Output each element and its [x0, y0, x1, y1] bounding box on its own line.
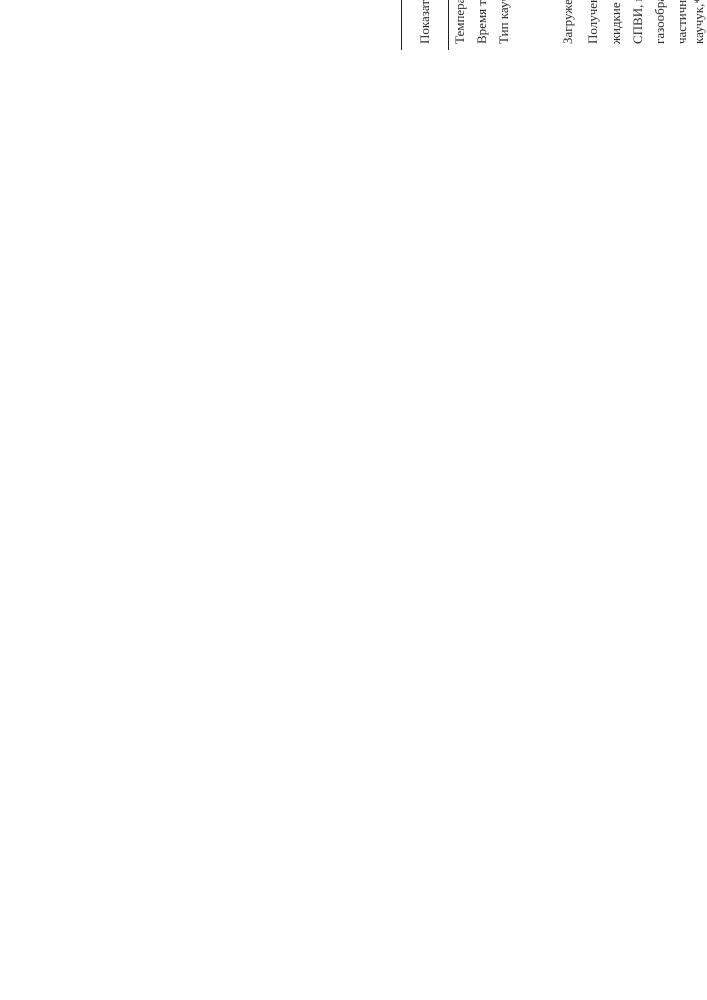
- data-table: Показатели процесса Примеры 1 2 3 4 5 6 …: [401, 0, 707, 50]
- table-row: СПВИ, г/%76,37/95,567,9/84,773,6/92,0***…: [627, 0, 649, 50]
- row-header-label: Показатели процесса: [402, 0, 449, 50]
- table-row: газообразные продукты деструкции0,73/0,8…: [649, 0, 671, 50]
- row-label: Тип каучука: [493, 0, 515, 50]
- row-label: газообразные продукты деструкции: [649, 0, 671, 50]
- row-label: СПВИ, г/%: [627, 0, 649, 50]
- row-label: Получено:: [579, 0, 604, 50]
- table-row: жидкие продукты деструкции, г/%**2,9/3,6…: [605, 0, 627, 50]
- table-row: Температура, °С280300320345270355380: [448, 0, 471, 50]
- row-label: жидкие продукты деструкции, г/%**: [605, 0, 627, 50]
- table-row: Тип каучукаСКМ-3НКСКИ-3СКИ-3СКИ-3СКИ-3СК…: [493, 0, 515, 50]
- table-row: Загружено каучука, г/%80,0/100,080,1/100…: [554, 0, 579, 50]
- table-label: Т а б л и ц а 1: [381, 0, 397, 50]
- row-label: [516, 0, 555, 50]
- table-row: Получено:: [579, 0, 604, 50]
- row-label: Температура, °С: [448, 0, 471, 50]
- row-label: Время термообработки, ч: [471, 0, 493, 50]
- row-label: частично деструктированный каучук,****: [671, 0, 707, 50]
- row-label: Загружено каучука, г/%: [554, 0, 579, 50]
- table-row: частично деструктированный каучук,****––…: [671, 0, 707, 50]
- page-header: 7 895990 8: [360, 0, 375, 50]
- table-row: Время термообработки, ч430,50,0540,5–: [471, 0, 493, 50]
- table-row: некондици- онный*полимерные отходы****по…: [516, 0, 555, 50]
